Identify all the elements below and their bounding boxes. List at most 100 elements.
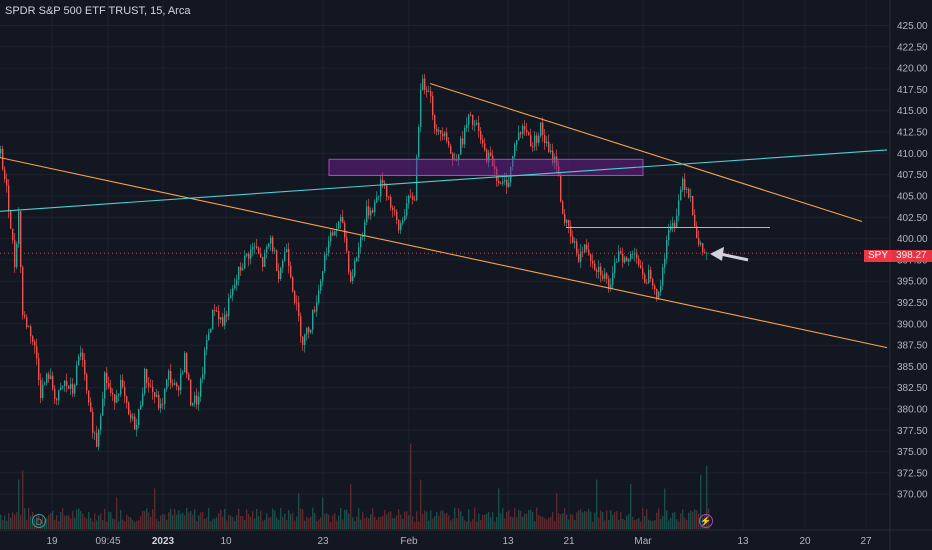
candle-body: [202, 374, 204, 380]
events-icon[interactable]: ⚡: [699, 514, 713, 528]
candle-body: [178, 386, 180, 391]
price-axis-label: 377.50: [897, 426, 928, 437]
candle-body: [122, 379, 124, 387]
candle-body: [412, 196, 414, 200]
candle-body: [678, 200, 680, 216]
volume-bar: [534, 521, 536, 529]
candle-body: [24, 315, 26, 318]
volume-bar: [428, 520, 430, 529]
volume-bar: [286, 520, 288, 529]
volume-bar: [626, 515, 628, 529]
volume-bar: [168, 512, 170, 529]
candle-body: [308, 327, 310, 333]
volume-bar: [618, 519, 620, 529]
volume-bar: [344, 509, 346, 529]
volume-bar: [118, 521, 120, 529]
candle-body: [638, 258, 640, 266]
candle-body: [422, 78, 424, 91]
candle-body: [640, 265, 642, 269]
candle-body: [432, 96, 434, 116]
volume-bar: [370, 514, 372, 529]
candle-body: [354, 261, 356, 276]
candle-body: [462, 138, 464, 145]
volume-bar: [654, 520, 656, 529]
volume-bar: [552, 511, 554, 529]
volume-bar: [166, 520, 168, 529]
trendline: [429, 82, 863, 223]
candle-body: [22, 267, 24, 316]
candle-body: [156, 394, 158, 397]
volume-bar: [284, 513, 286, 529]
price-axis-label: 402.50: [897, 213, 928, 224]
volume-bar: [240, 515, 242, 529]
volume-bar: [60, 511, 62, 529]
volume-bar: [124, 521, 126, 529]
candle-body: [102, 398, 104, 416]
volume-bar: [170, 508, 172, 529]
candle-body: [360, 236, 362, 248]
candle-body: [452, 153, 454, 161]
candle-body: [660, 285, 662, 292]
volume-bar: [556, 493, 558, 529]
volume-bar: [492, 512, 494, 529]
candle-body: [374, 202, 376, 213]
volume-bar: [678, 521, 680, 529]
candle-body: [592, 261, 594, 264]
candle-body: [100, 415, 102, 430]
candle-body: [334, 230, 336, 236]
candle-body: [628, 259, 630, 262]
candle-body: [154, 392, 156, 397]
candle-body: [444, 132, 446, 137]
candle-body: [56, 398, 58, 401]
candle-body: [400, 223, 402, 231]
volume-bar: [318, 519, 320, 529]
volume-bar: [12, 512, 14, 529]
candle-body: [476, 122, 478, 125]
candle-body: [252, 247, 254, 250]
candle-body: [196, 395, 198, 405]
volume-bar: [612, 515, 614, 529]
volume-bar: [188, 512, 190, 529]
time-axis-label: 27: [860, 536, 872, 547]
volume-bar: [404, 511, 406, 529]
volume-bar: [670, 517, 672, 529]
candle-body: [590, 254, 592, 262]
candle-body: [20, 211, 22, 268]
candle-body: [572, 236, 574, 243]
candle-body: [176, 383, 178, 387]
volume-bar: [590, 511, 592, 529]
volume-bar: [430, 510, 432, 529]
price-axis-label: 417.50: [897, 85, 928, 96]
volume-bar: [22, 470, 24, 529]
candle-body: [690, 195, 692, 198]
volume-bar: [62, 508, 64, 529]
candle-body: [302, 336, 304, 345]
candle-body: [540, 122, 542, 136]
candle-body: [98, 429, 100, 447]
volume-bar: [698, 513, 700, 529]
candle-body: [238, 266, 240, 280]
volume-bar: [422, 513, 424, 529]
candle-body: [146, 368, 148, 384]
volume-bar: [258, 516, 260, 529]
volume-bar: [494, 521, 496, 529]
candle-body: [396, 211, 398, 220]
volume-bar: [634, 520, 636, 529]
candle-body: [172, 383, 174, 385]
volume-bar: [56, 515, 58, 529]
candle-body: [292, 277, 294, 292]
volume-bar: [636, 519, 638, 529]
candle-body: [520, 132, 522, 135]
candle-body: [332, 232, 334, 236]
candle-body: [320, 281, 322, 291]
candle-body: [194, 395, 196, 404]
dividend-badge[interactable]: D: [32, 514, 46, 528]
candle-body: [626, 257, 628, 262]
volume-bar: [10, 517, 12, 529]
volume-bar: [270, 517, 272, 529]
candle-body: [676, 215, 678, 228]
volume-bar: [90, 517, 92, 529]
candle-body: [322, 271, 324, 282]
